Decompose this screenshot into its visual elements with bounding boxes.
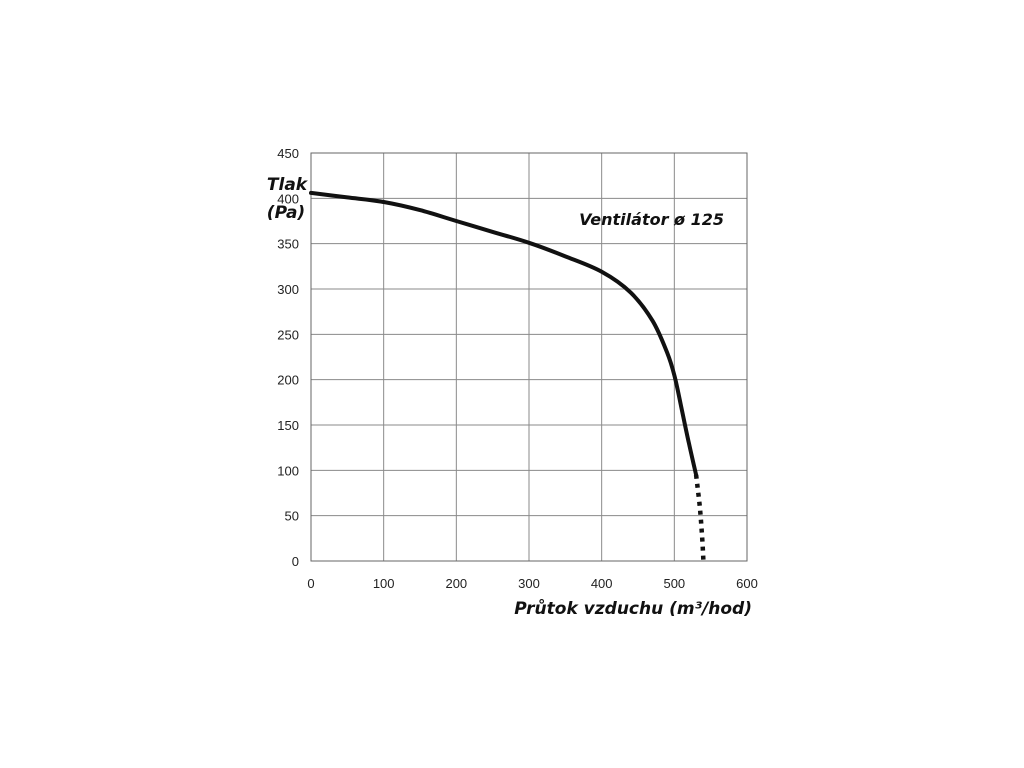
y-tick-label: 450 [277, 146, 299, 161]
y-tick-label: 150 [277, 418, 299, 433]
fan-model-annotation: Ventilátor ø 125 [579, 210, 724, 229]
y-axis-title-line1: Tlak [267, 175, 309, 195]
series-layer [309, 190, 706, 562]
x-tick-labels: 0 100 200 300 400 500 600 [307, 576, 757, 591]
x-tick-label: 300 [518, 576, 540, 591]
x-tick-label: 100 [373, 576, 395, 591]
y-tick-label: 250 [277, 327, 299, 342]
x-tick-label: 500 [663, 576, 685, 591]
performance-curve-line [309, 190, 699, 477]
x-tick-label: 400 [591, 576, 613, 591]
x-tick-label: 0 [307, 576, 314, 591]
x-tick-label: 600 [736, 576, 758, 591]
y-tick-label: 300 [277, 282, 299, 297]
y-tick-label: 100 [277, 463, 299, 478]
extrapolated-curve-line [693, 474, 706, 562]
y-tick-label: 400 [277, 191, 299, 206]
y-tick-label: 350 [277, 237, 299, 252]
y-axis-title-line2: (Pa) [267, 203, 305, 223]
x-tick-label: 200 [445, 576, 467, 591]
x-axis-title: Průtok vzduchu (m³/hod) [514, 598, 752, 619]
y-tick-labels: 0 50 100 150 200 250 300 350 400 450 [277, 146, 299, 569]
y-tick-label: 200 [277, 373, 299, 388]
y-tick-label: 0 [292, 554, 299, 569]
plot-frame [310, 152, 748, 562]
y-tick-label: 50 [285, 509, 299, 524]
